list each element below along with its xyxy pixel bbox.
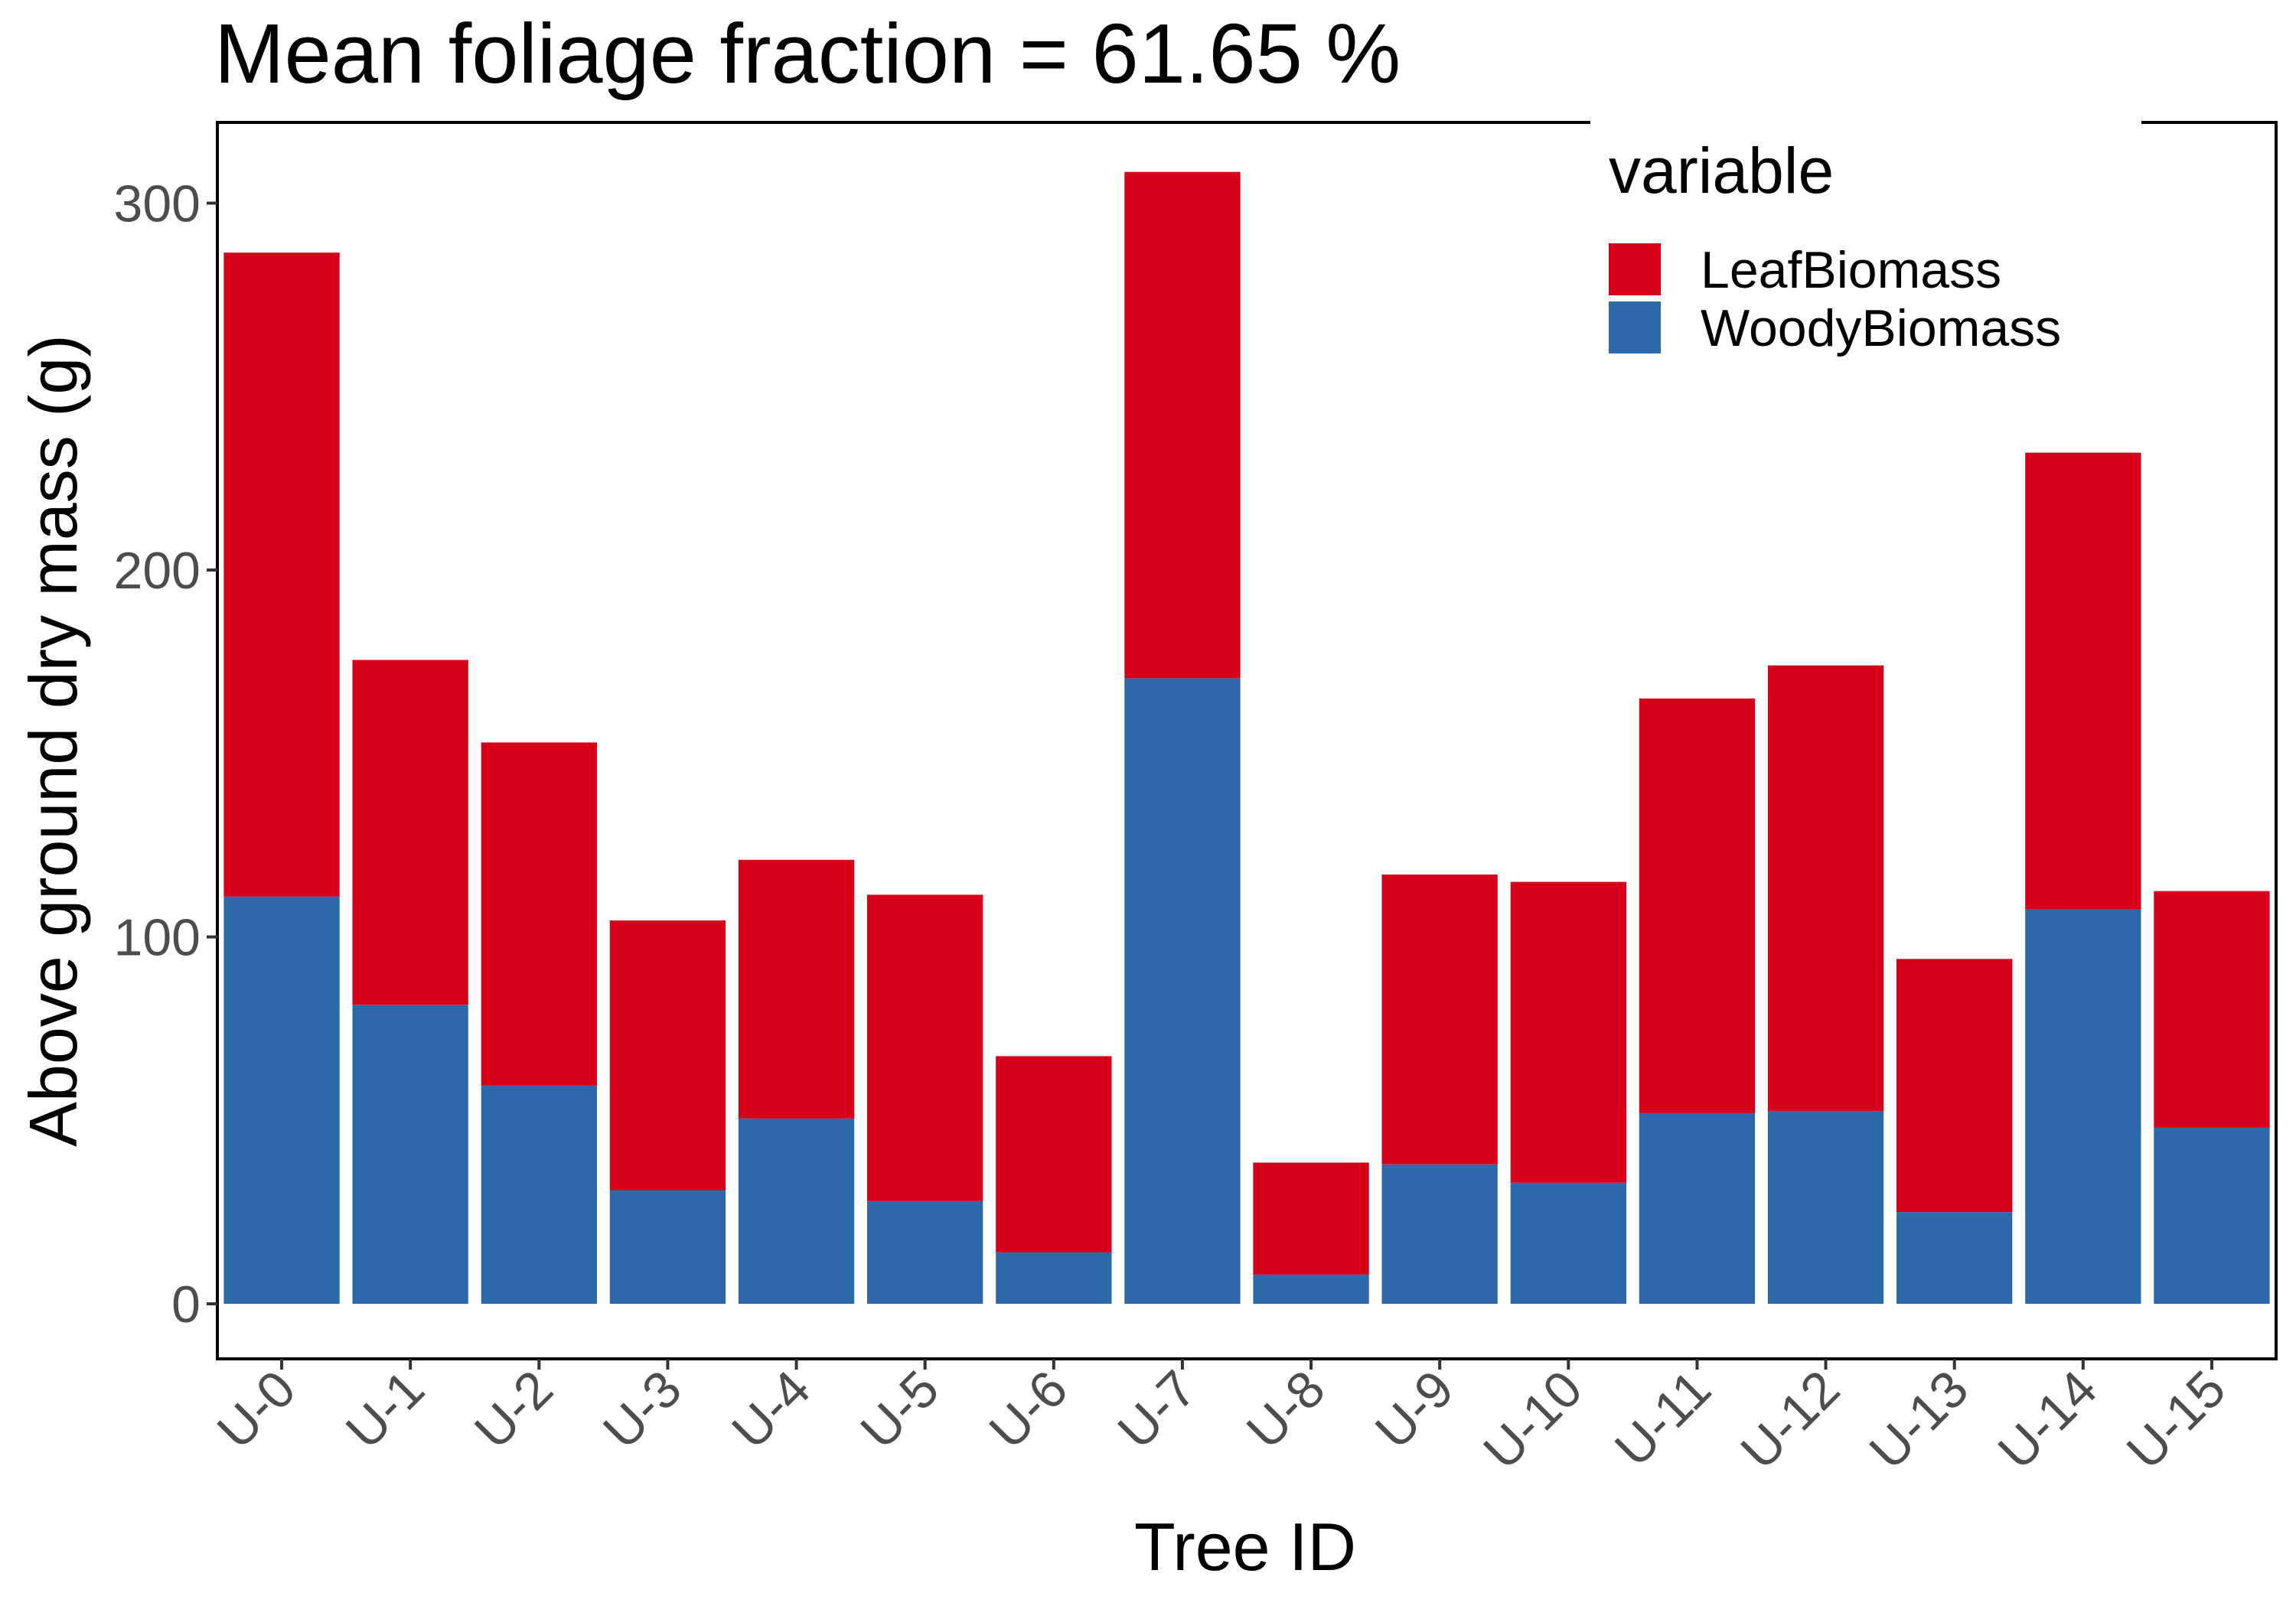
bar-woodybiomass-u-7 bbox=[1124, 678, 1241, 1305]
bar-leafbiomass-u-2 bbox=[481, 742, 597, 1086]
bar-woodybiomass-u-5 bbox=[867, 1200, 983, 1305]
bar-woodybiomass-u-6 bbox=[996, 1252, 1112, 1304]
x-tick-label: U-4 bbox=[721, 1360, 821, 1460]
bar-woodybiomass-u-12 bbox=[1767, 1111, 1884, 1305]
legend-key-woodybiomass bbox=[1609, 301, 1661, 353]
bar-woodybiomass-u-13 bbox=[1896, 1212, 2013, 1305]
bar-leafbiomass-u-3 bbox=[609, 920, 726, 1191]
bar-woodybiomass-u-3 bbox=[609, 1190, 726, 1305]
bar-leafbiomass-u-9 bbox=[1381, 875, 1498, 1165]
bar-leafbiomass-u-14 bbox=[2025, 452, 2141, 910]
legend-label-leafbiomass: LeafBiomass bbox=[1701, 241, 2001, 299]
y-axis: 0 100 200 300 bbox=[114, 174, 217, 1334]
x-tick-label: U-5 bbox=[850, 1360, 950, 1460]
x-tick-label: U-15 bbox=[2116, 1360, 2237, 1481]
legend-key-leafbiomass bbox=[1609, 243, 1661, 295]
x-tick-label: U-9 bbox=[1365, 1360, 1465, 1460]
x-tick-label: U-6 bbox=[978, 1360, 1078, 1460]
x-axis: U-0 U-1 U-2 U-3 U-4 U-5 U-6 U-7 U-8 U-9 U-10 U-11 U-… bbox=[206, 1359, 2237, 1481]
bar-woodybiomass-u-15 bbox=[2154, 1127, 2270, 1305]
bar-leafbiomass-u-10 bbox=[1510, 881, 1626, 1183]
y-tick-label: 0 bbox=[171, 1275, 201, 1334]
bar-woodybiomass-u-4 bbox=[738, 1118, 855, 1305]
bars-group bbox=[223, 171, 2270, 1305]
bar-woodybiomass-u-0 bbox=[223, 896, 340, 1305]
bar-leafbiomass-u-0 bbox=[223, 252, 340, 897]
bar-woodybiomass-u-8 bbox=[1253, 1274, 1369, 1305]
x-tick-label: U-11 bbox=[1604, 1360, 1722, 1477]
x-tick-label: U-1 bbox=[335, 1360, 435, 1460]
bar-leafbiomass-u-6 bbox=[996, 1056, 1112, 1253]
bar-woodybiomass-u-2 bbox=[481, 1085, 597, 1305]
x-tick-label: U-13 bbox=[1858, 1360, 1979, 1481]
bar-woodybiomass-u-1 bbox=[352, 1005, 468, 1305]
plot-panel bbox=[216, 121, 2278, 1360]
y-tick-label: 300 bbox=[114, 174, 201, 233]
y-tick-label: 100 bbox=[114, 909, 201, 967]
x-tick-label: U-3 bbox=[592, 1360, 693, 1460]
bar-leafbiomass-u-15 bbox=[2154, 891, 2270, 1128]
bar-woodybiomass-u-10 bbox=[1510, 1182, 1626, 1304]
x-tick-label: U-2 bbox=[464, 1360, 564, 1460]
x-tick-label: U-10 bbox=[1473, 1360, 1593, 1481]
legend-label-woodybiomass: WoodyBiomass bbox=[1701, 299, 2061, 357]
bar-leafbiomass-u-13 bbox=[1896, 959, 2013, 1213]
bar-leafbiomass-u-11 bbox=[1639, 698, 1756, 1113]
chart-title: Mean foliage fraction = 61.65 % bbox=[214, 7, 1401, 101]
x-tick-label: U-7 bbox=[1107, 1360, 1207, 1460]
bar-leafbiomass-u-7 bbox=[1124, 171, 1241, 679]
legend-background bbox=[1590, 115, 2141, 130]
legend-title: variable bbox=[1609, 135, 1834, 207]
bar-leafbiomass-u-12 bbox=[1767, 665, 1884, 1112]
x-tick-label: U-12 bbox=[1730, 1360, 1851, 1481]
bar-leafbiomass-u-8 bbox=[1253, 1162, 1369, 1275]
bar-woodybiomass-u-14 bbox=[2025, 909, 2141, 1305]
bar-leafbiomass-u-5 bbox=[867, 894, 983, 1201]
x-axis-title: Tree ID bbox=[1134, 1509, 1356, 1585]
bar-woodybiomass-u-11 bbox=[1639, 1112, 1756, 1305]
x-tick-label: U-14 bbox=[1987, 1360, 2108, 1481]
y-tick-label: 200 bbox=[114, 542, 201, 600]
bar-leafbiomass-u-4 bbox=[738, 859, 855, 1119]
bar-woodybiomass-u-9 bbox=[1381, 1164, 1498, 1305]
x-tick-label: U-0 bbox=[206, 1360, 306, 1460]
x-tick-label: U-8 bbox=[1235, 1360, 1336, 1460]
bar-leafbiomass-u-1 bbox=[352, 660, 468, 1005]
y-axis-title: Above ground dry mass (g) bbox=[15, 334, 91, 1146]
panel-border bbox=[216, 121, 2278, 1360]
